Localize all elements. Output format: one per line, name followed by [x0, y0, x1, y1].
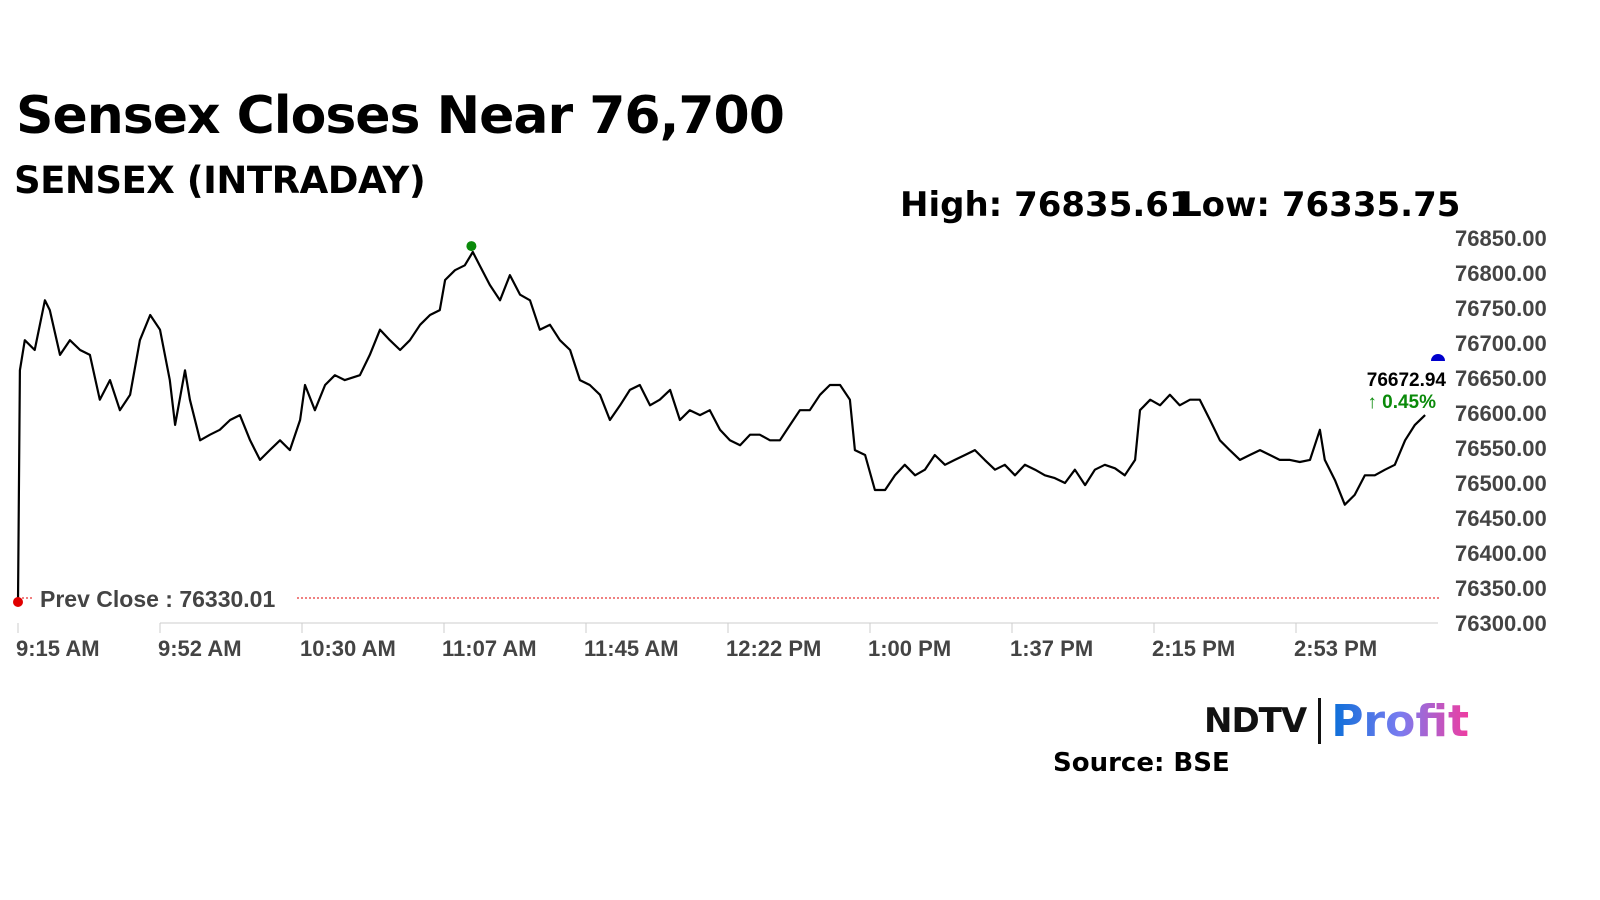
- logo-divider: [1318, 698, 1322, 744]
- y-tick-label: 76300.00: [1455, 611, 1547, 636]
- y-tick-label: 76750.00: [1455, 296, 1547, 321]
- x-tick-label: 12:22 PM: [726, 636, 821, 661]
- change-percent-label: ↑ 0.45%: [1367, 392, 1436, 413]
- x-tick-label: 11:45 AM: [584, 636, 679, 661]
- headline: Sensex Closes Near 76,700: [16, 86, 785, 146]
- high-label: High: 76835.61: [900, 185, 1193, 225]
- ndtv-profit-logo: NDTV Profit: [1204, 695, 1470, 747]
- y-tick-label: 76800.00: [1455, 261, 1547, 286]
- high-marker: [466, 241, 477, 252]
- sensex-line: [16, 250, 1426, 603]
- x-tick-label: 2:53 PM: [1294, 636, 1377, 661]
- y-tick-label: 76500.00: [1455, 471, 1547, 496]
- x-tick-label: 11:07 AM: [442, 636, 537, 661]
- y-tick-label: 76700.00: [1455, 331, 1547, 356]
- y-tick-label: 76650.00: [1455, 366, 1547, 391]
- y-tick-label: 76550.00: [1455, 436, 1547, 461]
- y-tick-label: 76450.00: [1455, 506, 1547, 531]
- open-marker: [13, 597, 23, 607]
- close-value-label: 76672.94: [1367, 370, 1447, 391]
- source-note: Source: BSE: [1053, 748, 1230, 778]
- y-tick-label: 76350.00: [1455, 576, 1547, 601]
- x-tick-label: 1:37 PM: [1010, 636, 1093, 661]
- close-marker: [1431, 353, 1445, 361]
- low-label: Low: 76335.75: [1180, 185, 1461, 225]
- x-tick-label: 9:52 AM: [158, 636, 242, 661]
- prev-close-label: Prev Close : 76330.01: [40, 586, 275, 612]
- y-tick-label: 76400.00: [1455, 541, 1547, 566]
- chart-subtitle: SENSEX (INTRADAY): [14, 159, 426, 202]
- logo-ndtv: NDTV: [1204, 701, 1307, 741]
- x-tick-label: 2:15 PM: [1152, 636, 1235, 661]
- x-tick-label: 10:30 AM: [300, 636, 396, 661]
- x-tick-label: 9:15 AM: [16, 636, 100, 661]
- y-tick-label: 76850.00: [1455, 226, 1547, 251]
- x-tick-label: 1:00 PM: [868, 636, 951, 661]
- logo-profit: Profit: [1331, 695, 1470, 747]
- y-tick-label: 76600.00: [1455, 401, 1547, 426]
